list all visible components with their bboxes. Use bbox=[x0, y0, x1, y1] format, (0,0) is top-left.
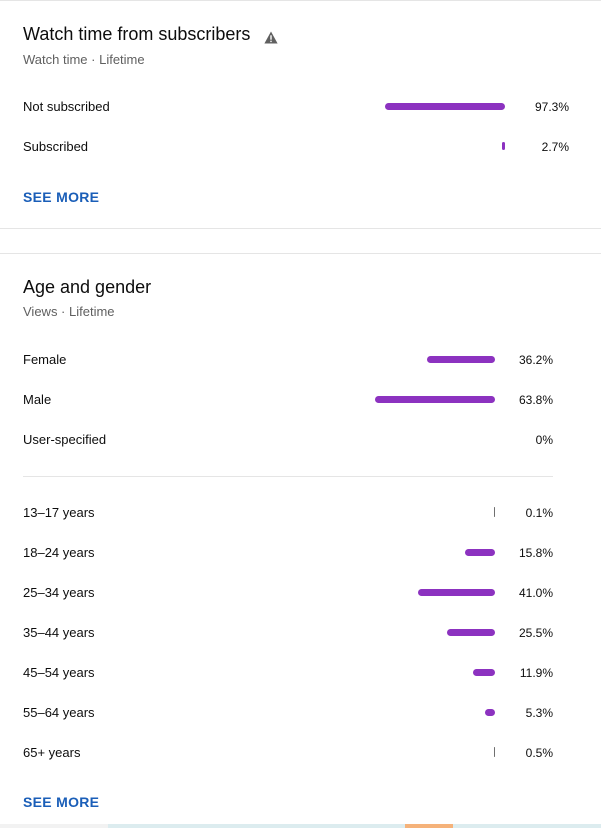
gender-row-value: 63.8% bbox=[518, 393, 553, 407]
subscribers-card-title: Watch time from subscribers bbox=[23, 24, 278, 45]
age-row-bar bbox=[494, 507, 495, 517]
bottom-edge-strip bbox=[0, 824, 601, 828]
subscriber-row-label: Not subscribed bbox=[23, 99, 110, 114]
subscribers-card-subtitle: Watch time · Lifetime bbox=[23, 52, 145, 67]
age-gender-title-text: Age and gender bbox=[23, 277, 152, 297]
gender-row: Male 63.8% bbox=[0, 390, 601, 410]
age-row-label: 25–34 years bbox=[23, 585, 95, 600]
bottom-strip-segment bbox=[0, 824, 108, 828]
gender-row-label: Female bbox=[23, 352, 67, 367]
gender-row-bar bbox=[375, 396, 495, 403]
subscriber-row-bar bbox=[385, 103, 505, 110]
age-row-bar bbox=[447, 629, 495, 636]
gender-row-value: 36.2% bbox=[518, 353, 553, 367]
subscribers-see-more-link[interactable]: SEE MORE bbox=[23, 189, 100, 205]
gender-row-label: User-specified bbox=[23, 432, 107, 447]
age-row-bar bbox=[494, 747, 495, 757]
subscribers-title-text: Watch time from subscribers bbox=[23, 24, 251, 44]
age-row-label: 18–24 years bbox=[23, 545, 95, 560]
card-gap bbox=[0, 229, 601, 253]
age-gender-card-subtitle: Views · Lifetime bbox=[23, 304, 115, 319]
warning-triangle-icon[interactable] bbox=[264, 28, 278, 44]
age-row-label: 35–44 years bbox=[23, 625, 95, 640]
age-row-label: 55–64 years bbox=[23, 705, 95, 720]
age-row-value: 25.5% bbox=[518, 626, 553, 640]
age-row: 65+ years 0.5% bbox=[0, 743, 601, 763]
gender-age-divider bbox=[23, 476, 553, 477]
subscriber-row: Not subscribed 97.3% bbox=[0, 97, 601, 117]
subscriber-row-value: 97.3% bbox=[534, 100, 569, 114]
age-row-label: 65+ years bbox=[23, 745, 81, 760]
age-row-label: 13–17 years bbox=[23, 505, 95, 520]
age-row-value: 0.5% bbox=[525, 746, 553, 760]
age-gender-card-title: Age and gender bbox=[23, 277, 151, 298]
age-row: 45–54 years 11.9% bbox=[0, 663, 601, 683]
gender-row-label: Male bbox=[23, 392, 52, 407]
gender-row-value: 0% bbox=[535, 433, 553, 447]
age-row-bar bbox=[473, 669, 495, 676]
age-row-label: 45–54 years bbox=[23, 665, 95, 680]
subscriber-row-bar bbox=[502, 142, 505, 150]
age-row-value: 5.3% bbox=[525, 706, 553, 720]
age-row-value: 11.9% bbox=[519, 666, 553, 680]
age-row-value: 0.1% bbox=[525, 506, 553, 520]
subscriber-row-label: Subscribed bbox=[23, 139, 89, 154]
bottom-strip-accent bbox=[405, 824, 453, 828]
subscribers-card: Watch time from subscribers Watch time ·… bbox=[0, 1, 601, 229]
age-row-value: 15.8% bbox=[518, 546, 553, 560]
subscriber-row: Subscribed 2.7% bbox=[0, 137, 601, 157]
age-gender-see-more-link[interactable]: SEE MORE bbox=[23, 794, 100, 810]
age-row: 55–64 years 5.3% bbox=[0, 703, 601, 723]
age-row-bar bbox=[485, 709, 495, 716]
age-row: 35–44 years 25.5% bbox=[0, 623, 601, 643]
gender-row: User-specified 0% bbox=[0, 430, 601, 450]
age-row-bar bbox=[418, 589, 495, 596]
age-row: 25–34 years 41.0% bbox=[0, 583, 601, 603]
gender-row: Female 36.2% bbox=[0, 350, 601, 370]
age-row-bar bbox=[465, 549, 495, 556]
top-divider bbox=[0, 0, 601, 1]
gender-row-bar bbox=[427, 356, 495, 363]
subscriber-row-value: 2.7% bbox=[541, 140, 569, 154]
age-row: 18–24 years 15.8% bbox=[0, 543, 601, 563]
age-gender-card: Age and gender Views · Lifetime Female 36… bbox=[0, 253, 601, 825]
age-row-value: 41.0% bbox=[518, 586, 553, 600]
age-row: 13–17 years 0.1% bbox=[0, 503, 601, 523]
